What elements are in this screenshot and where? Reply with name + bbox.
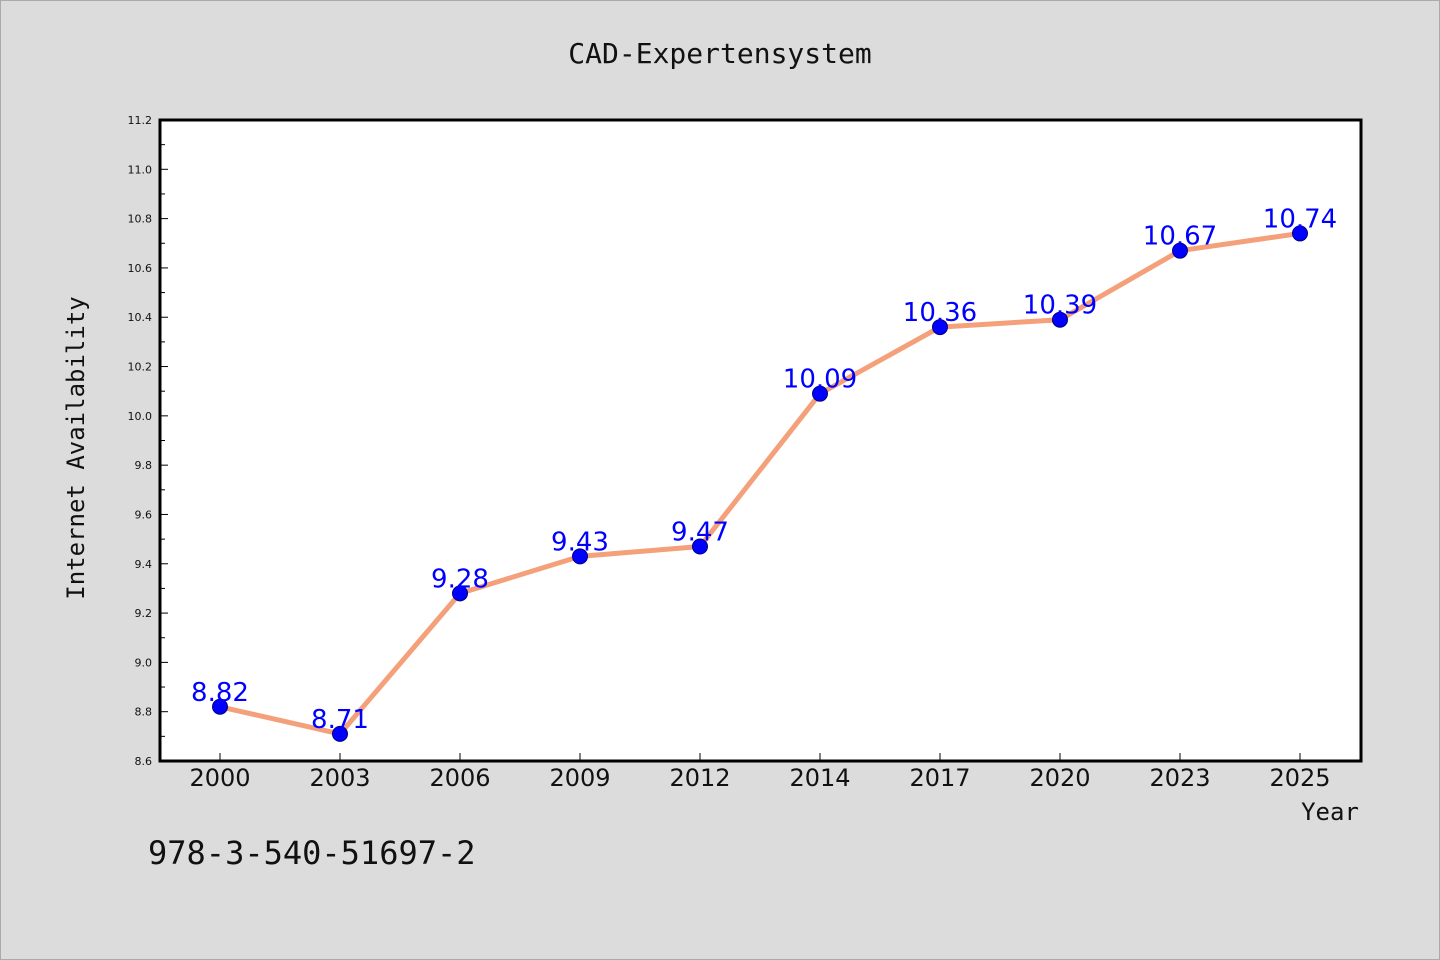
y-tick-label: 10.8: [128, 213, 153, 226]
data-label: 10.39: [1023, 291, 1097, 321]
y-tick-label: 9.2: [135, 607, 153, 620]
x-tick-label: 2017: [909, 764, 970, 792]
data-label: 9.47: [671, 518, 729, 548]
y-axis-label: Internet Availability: [62, 296, 90, 599]
data-point: [212, 698, 228, 715]
y-tick-label: 10.6: [128, 262, 153, 275]
plot-area: [160, 120, 1361, 761]
y-tick-label: 10.2: [128, 361, 153, 374]
data-point: [572, 548, 588, 565]
y-tick-label: 10.0: [128, 410, 153, 423]
y-tick-label: 11.2: [128, 114, 153, 127]
data-point: [1292, 225, 1308, 242]
x-tick-label: 2025: [1269, 764, 1330, 792]
x-tick-label: 2020: [1029, 764, 1090, 792]
x-tick-label: 2023: [1149, 764, 1210, 792]
y-tick-label: 9.0: [135, 656, 153, 669]
y-tick-label: 8.8: [135, 706, 153, 719]
data-point: [332, 725, 348, 742]
plot-frame: [158, 118, 1363, 763]
y-tick-label: 9.8: [135, 459, 153, 472]
y-tick-label: 8.6: [135, 755, 153, 768]
x-tick-label: 2000: [189, 764, 250, 792]
y-tick-label: 9.6: [135, 508, 153, 521]
data-label: 9.28: [431, 564, 489, 594]
series-line: [219, 230, 1301, 737]
series-group: 8.82 8.71 9.28 9.43 9.47 10.09 10.36 10.39 10.67…: [191, 204, 1337, 742]
data-label: 10.67: [1143, 222, 1217, 252]
data-label: 8.71: [311, 705, 369, 735]
data-label: 10.36: [903, 298, 977, 328]
data-label: 10.74: [1263, 204, 1337, 234]
data-point: [812, 385, 828, 402]
y-tick-label: 9.4: [135, 558, 153, 571]
x-tick-label: 2006: [429, 764, 490, 792]
y-tick-label: 10.4: [128, 311, 153, 324]
x-tick-label: 2009: [549, 764, 610, 792]
x-axis-label: Year: [1301, 798, 1359, 826]
isbn-text: 978-3-540-51697-2: [148, 834, 476, 872]
y-tick-label: 11.0: [128, 163, 153, 176]
x-tick-label: 2014: [789, 764, 850, 792]
x-axis: 2000 2003 2006 2009 2012 2014 2017 2020 2023 2025: [189, 753, 1331, 792]
data-label: 10.09: [783, 365, 857, 395]
data-point: [692, 538, 708, 555]
x-tick-label: 2012: [669, 764, 730, 792]
chart-title: CAD-Expertensystem: [568, 37, 871, 70]
data-label: 9.43: [551, 527, 609, 557]
data-point: [1052, 311, 1068, 328]
data-label: 8.82: [191, 678, 249, 708]
data-point: [932, 319, 948, 336]
data-point: [452, 585, 468, 602]
x-tick-label: 2003: [309, 764, 370, 792]
data-point: [1172, 242, 1188, 259]
